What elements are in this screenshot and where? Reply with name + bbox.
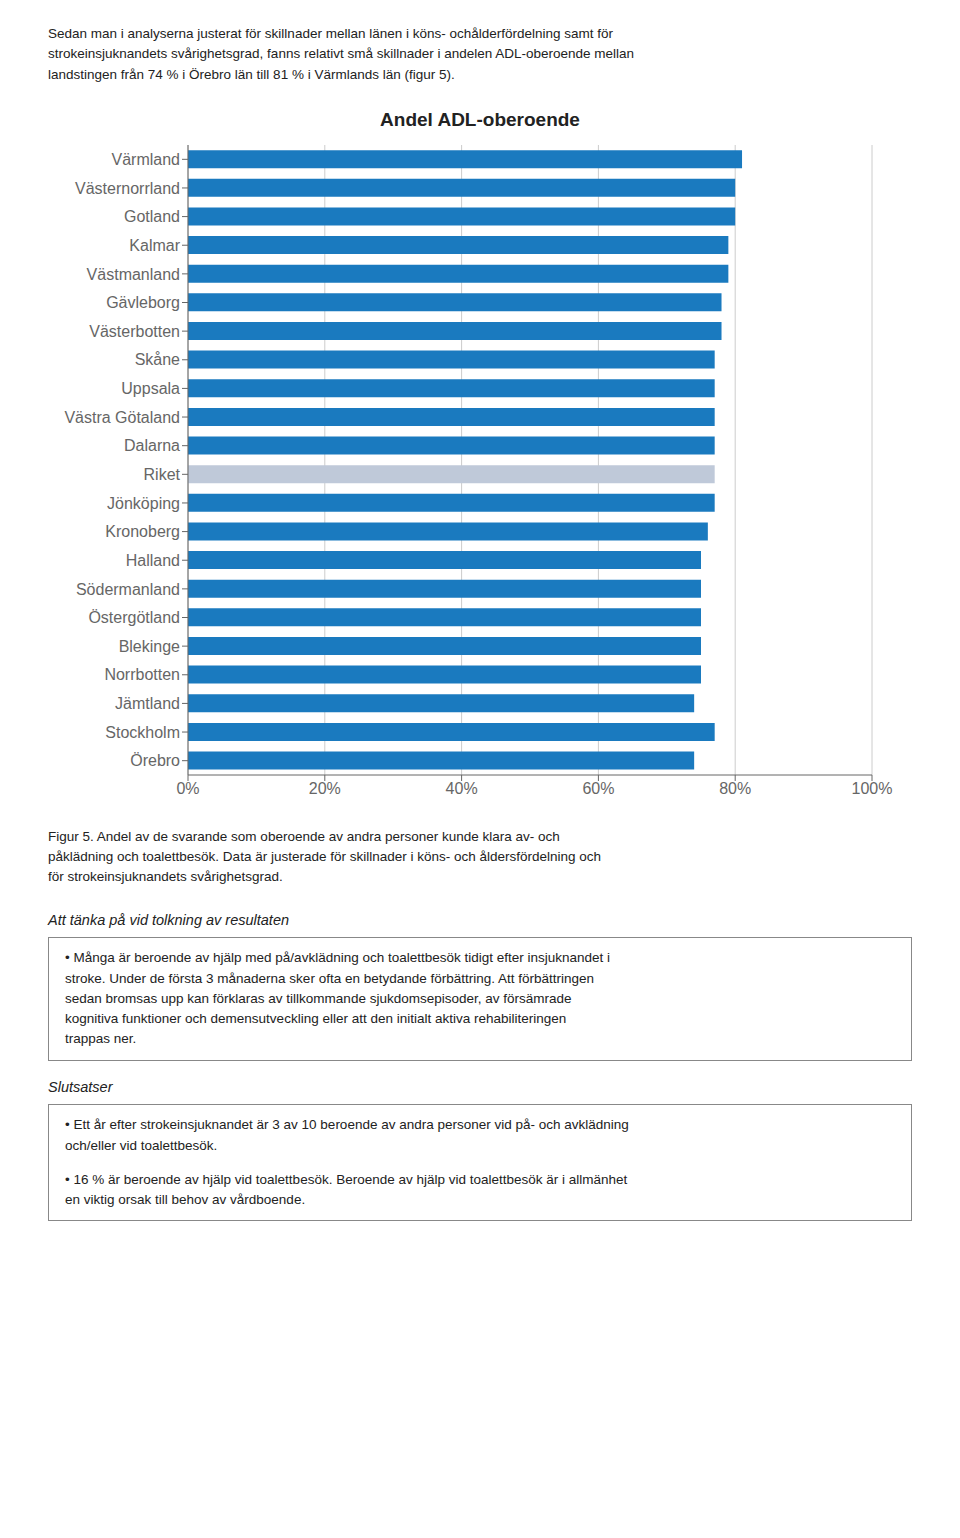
svg-text:Skåne: Skåne bbox=[135, 351, 180, 368]
svg-text:Södermanland: Södermanland bbox=[76, 580, 180, 597]
svg-text:Norrbotten: Norrbotten bbox=[104, 666, 180, 683]
html-text:• Många är beroende av hjälp m: • Många är beroende av hjälp med på/avkl… bbox=[65, 950, 611, 1047]
html-text:Slutsatser: Slutsatser bbox=[48, 1078, 113, 1095]
html-text:• Ett år efter strokeinsjuknan: • Ett år efter strokeinsjuknandet är 3 a… bbox=[65, 1117, 629, 1153]
svg-text:Västerbotten: Västerbotten bbox=[89, 323, 180, 340]
svg-text:40%: 40% bbox=[446, 780, 478, 797]
svg-text:80%: 80% bbox=[719, 780, 751, 797]
svg-text:Stockholm: Stockholm bbox=[105, 723, 180, 740]
html-text:Figur 5. Andel av de svarande: Figur 5. Andel av de svarande som oberoe… bbox=[48, 828, 602, 885]
html-text:Att tänka på vid tolkning av r: Att tänka på vid tolkning av resultaten bbox=[48, 911, 289, 928]
html-text:Andel ADL-oberoende: Andel ADL-oberoende bbox=[380, 108, 580, 130]
svg-text:20%: 20% bbox=[309, 780, 341, 797]
svg-text:Västmanland: Västmanland bbox=[87, 265, 180, 282]
html-text:Sedan man i analyserna justera: Sedan man i analyserna justerat för skil… bbox=[48, 26, 635, 82]
svg-text:Jönköping: Jönköping bbox=[107, 494, 180, 511]
svg-text:Uppsala: Uppsala bbox=[121, 380, 180, 397]
svg-text:100%: 100% bbox=[852, 780, 893, 797]
svg-text:Gävleborg: Gävleborg bbox=[106, 294, 180, 311]
svg-text:Blekinge: Blekinge bbox=[119, 638, 180, 655]
svg-text:Västernorrland: Västernorrland bbox=[75, 179, 180, 196]
svg-text:Gotland: Gotland bbox=[124, 208, 180, 225]
svg-text:Västra Götaland: Västra Götaland bbox=[64, 408, 180, 425]
svg-text:Dalarna: Dalarna bbox=[124, 437, 180, 454]
svg-text:Halland: Halland bbox=[126, 552, 180, 569]
svg-text:Örebro: Örebro bbox=[130, 752, 180, 769]
svg-text:Jämtland: Jämtland bbox=[115, 695, 180, 712]
svg-text:Kalmar: Kalmar bbox=[129, 237, 180, 254]
svg-text:Östergötland: Östergötland bbox=[88, 609, 180, 626]
svg-text:Kronoberg: Kronoberg bbox=[105, 523, 180, 540]
svg-text:Värmland: Värmland bbox=[112, 151, 180, 168]
svg-text:60%: 60% bbox=[582, 780, 614, 797]
svg-text:0%: 0% bbox=[176, 780, 199, 797]
svg-text:Riket: Riket bbox=[144, 466, 181, 483]
html-text:• 16 % är beroende av hjälp vi: • 16 % är beroende av hjälp vid toalettb… bbox=[65, 1171, 628, 1207]
